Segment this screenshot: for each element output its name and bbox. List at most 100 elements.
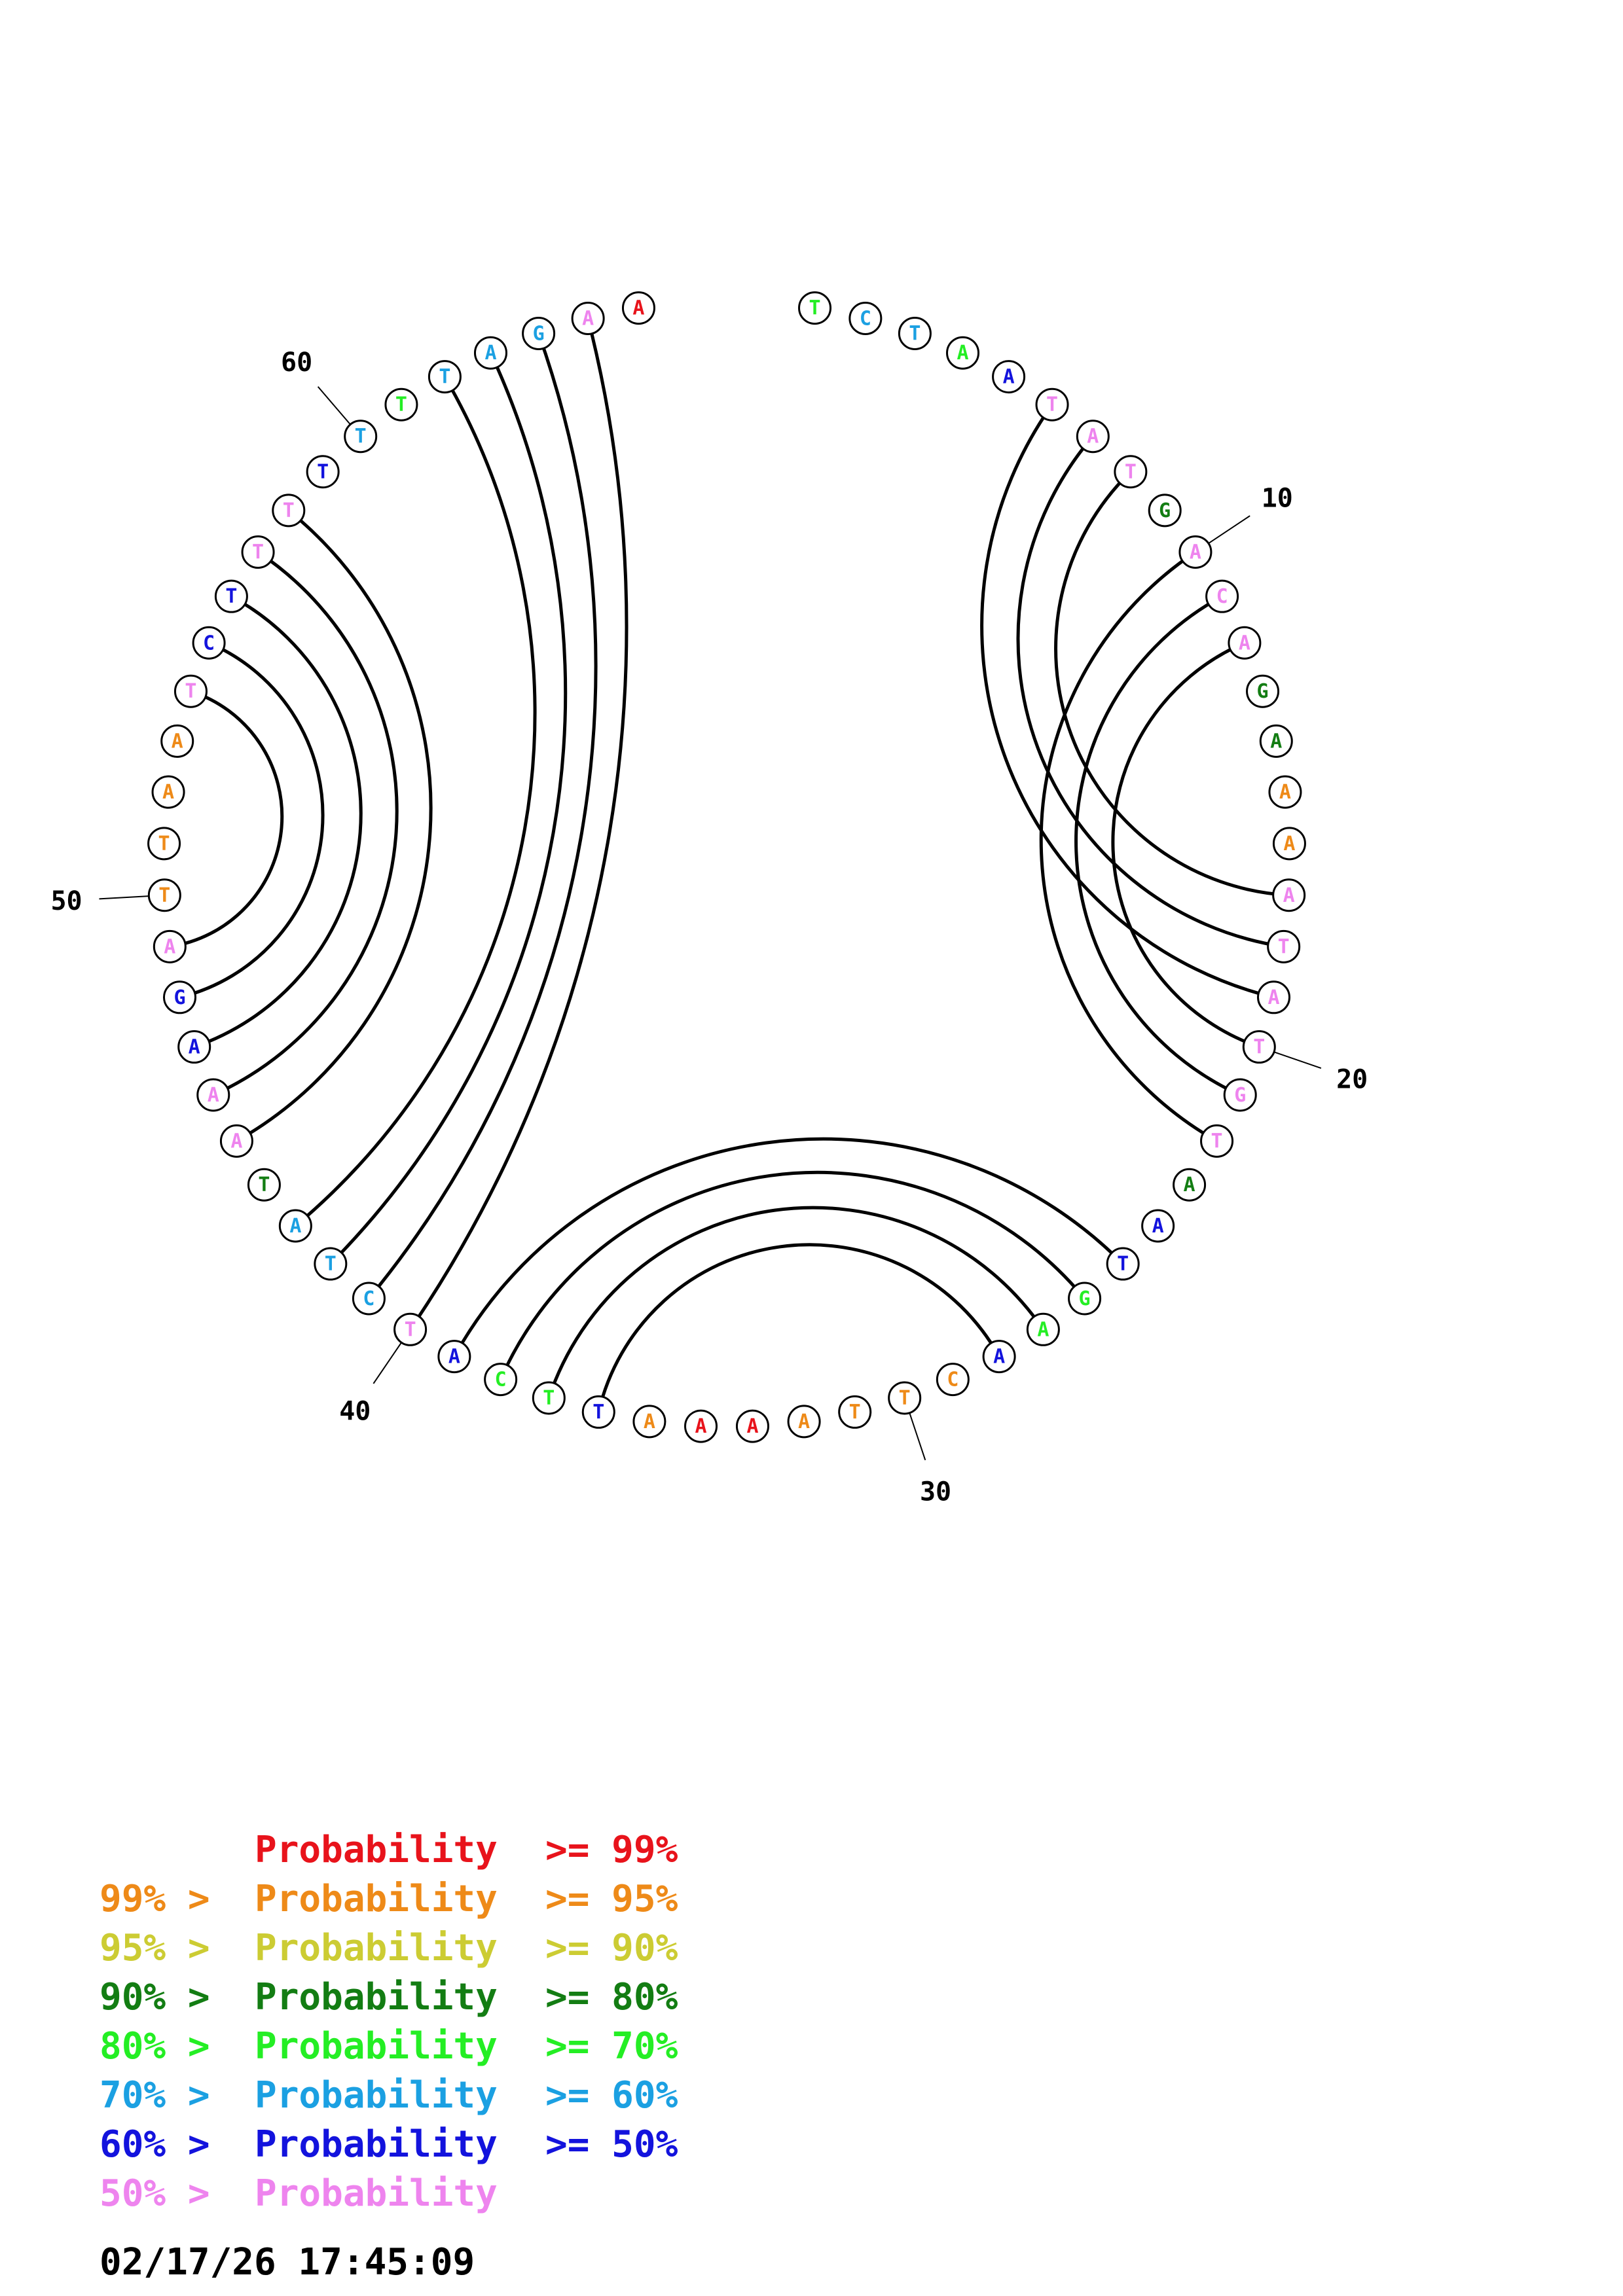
index-leaders: 10 20 30 40 50 60 — [50, 348, 1368, 1507]
nucleotide-62: T — [428, 360, 462, 394]
nucleotide-circle — [1267, 929, 1301, 963]
nucleotide-27: A — [1026, 1312, 1060, 1346]
nucleotide-59: T — [306, 455, 340, 489]
nucleotide-45: A — [219, 1124, 253, 1158]
nucleotide-base: T — [1125, 461, 1137, 484]
nucleotide-circle — [571, 302, 605, 336]
nucleotide-6: T — [1035, 387, 1069, 422]
nucleotide-base: T — [439, 366, 450, 389]
nucleotide-circle — [532, 1381, 566, 1415]
legend-suffix: >= 50% — [545, 2123, 678, 2166]
nucleotide-base: A — [957, 342, 968, 365]
pair-arc-8-17 — [1054, 471, 1289, 897]
nucleotide-base: T — [395, 393, 407, 416]
nucleotide-circle — [838, 1395, 872, 1429]
legend-suffix: >= 90% — [545, 1927, 678, 1969]
legend-label: Probability — [255, 1927, 498, 1969]
nucleotide-circle — [632, 1405, 666, 1439]
nucleotide-60: T — [344, 420, 378, 454]
nucleotide-base: C — [947, 1369, 958, 1391]
pair-arc-47-56 — [193, 595, 363, 1049]
nucleotide-circle — [735, 1409, 769, 1443]
nucleotide-15: A — [1268, 775, 1302, 809]
nucleotide-base: T — [405, 1318, 416, 1341]
nucleotide-base: A — [162, 781, 174, 804]
nucleotide-base: G — [1159, 499, 1171, 522]
nucleotide-circle — [1076, 420, 1110, 454]
pair-arc-46-57 — [212, 550, 399, 1097]
nucleotide-base: A — [1270, 730, 1282, 753]
pair-arc-43-62 — [294, 376, 537, 1227]
nucleotide-circle — [1272, 827, 1306, 861]
legend-row-p50: 60% > Probability >= 50% — [100, 2123, 678, 2166]
nucleotide-49: A — [153, 929, 187, 963]
nucleotide-9: G — [1148, 493, 1182, 528]
nucleotide-base: A — [484, 342, 496, 365]
nucleotide-circle — [393, 1312, 428, 1346]
nucleotide-base: T — [1046, 393, 1058, 416]
legend-label: Probability — [255, 1976, 498, 2018]
probability-legend: Probability >= 99%99% > Probability >= 95%9… — [100, 1829, 678, 2215]
nucleotide-base: A — [1152, 1215, 1164, 1238]
nucleotide-51: T — [147, 827, 181, 861]
nucleotide-47: A — [177, 1030, 211, 1064]
nucleotide-base: A — [644, 1410, 655, 1433]
pair-arc-40-65 — [409, 317, 629, 1331]
nucleotide-circle — [1205, 579, 1239, 613]
nucleotide-circle — [1200, 1124, 1234, 1158]
nucleotide-circle — [192, 626, 226, 660]
index-label-30: 30 — [920, 1477, 951, 1507]
nucleotide-base: T — [899, 1387, 911, 1410]
nucleotide-25: T — [1106, 1247, 1140, 1281]
nucleotide-circle — [272, 493, 306, 528]
legend-label: Probability — [255, 2123, 498, 2166]
nucleotide-base: A — [230, 1130, 242, 1153]
pair-arc-49-54 — [169, 689, 284, 948]
legend-suffix: >= 95% — [545, 1878, 678, 1920]
index-leader-50 — [99, 895, 149, 900]
nucleotide-base: A — [798, 1410, 810, 1433]
nucleotide-base: T — [158, 833, 170, 855]
nucleotide-circle — [173, 674, 208, 708]
nucleotide-circle — [1026, 1312, 1060, 1346]
nucleotide-base: T — [283, 499, 295, 522]
nucleotide-35: A — [632, 1405, 666, 1439]
nucleotide-base: T — [849, 1401, 861, 1424]
nucleotide-38: C — [484, 1363, 518, 1397]
nucleotide-circle — [162, 980, 196, 1014]
index-label-40: 40 — [339, 1396, 371, 1426]
nucleotide-17: A — [1272, 878, 1306, 912]
nucleotide-base: C — [1216, 585, 1228, 608]
nucleotide-circle — [1228, 626, 1262, 660]
nucleotide-base: T — [1278, 935, 1290, 958]
nucleotide-circle — [1141, 1209, 1175, 1243]
nucleotide-circle — [384, 387, 418, 422]
nucleotide-24: A — [1141, 1209, 1175, 1243]
nucleotide-19: A — [1257, 980, 1291, 1014]
nucleotide-52: A — [151, 775, 185, 809]
nucleotide-base: G — [173, 986, 185, 1009]
nucleotide-base: C — [203, 632, 215, 655]
nucleotide-54: T — [173, 674, 208, 708]
index-leader-10 — [1208, 515, 1250, 545]
nucleotide-base: T — [809, 297, 821, 320]
legend-suffix: >= 80% — [545, 1976, 678, 2018]
nucleotide-56: T — [214, 579, 248, 613]
nucleotide-circle — [936, 1363, 970, 1397]
pair-arc-42-63 — [329, 352, 568, 1265]
nucleotide-circle — [437, 1340, 471, 1374]
legend-label: Probability — [255, 2025, 498, 2068]
nucleotide-base: T — [252, 541, 264, 564]
nucleotide-43: A — [278, 1209, 312, 1243]
index-label-20: 20 — [1336, 1064, 1368, 1094]
legend-row-p90: 95% > Probability >= 90% — [100, 1927, 678, 1969]
nucleotide-29: C — [936, 1363, 970, 1397]
nucleotide-1: T — [798, 291, 832, 325]
legend-label: Probability — [255, 2074, 498, 2117]
nucleotide-26: G — [1068, 1282, 1102, 1316]
nucleotide-31: T — [838, 1395, 872, 1429]
nucleotide-58: T — [272, 493, 306, 528]
nucleotide-base: A — [172, 730, 183, 753]
nucleotide-13: G — [1246, 674, 1280, 708]
